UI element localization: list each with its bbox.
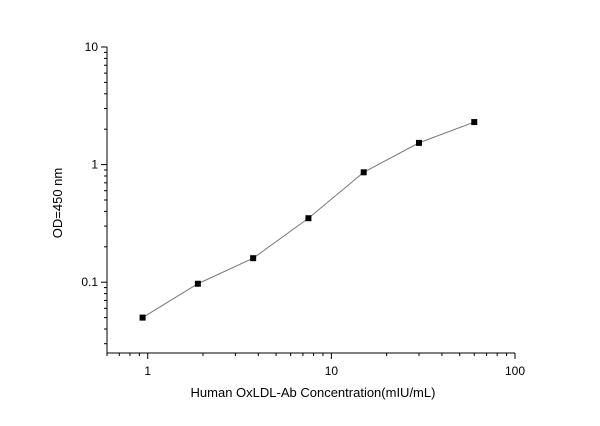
y-axis-title: OD=450 nm: [50, 168, 65, 238]
y-tick-label: 1: [91, 158, 98, 172]
data-point: [415, 139, 422, 146]
x-axis-title: Human OxLDL-Ab Concentration(mIU/mL): [191, 385, 436, 400]
data-point: [250, 255, 257, 262]
x-tick-label: 10: [325, 364, 339, 378]
series: [139, 119, 478, 321]
data-point: [471, 119, 478, 126]
y-tick-label: 10: [85, 40, 99, 54]
data-point: [194, 280, 201, 287]
y-tick-label: 0.1: [81, 275, 98, 289]
data-point: [139, 314, 146, 321]
x-tick-label: 1: [144, 364, 151, 378]
data-point: [305, 215, 312, 222]
axes: 1 10 100 0.1 1 10: [81, 40, 525, 378]
data-point: [360, 169, 367, 176]
x-tick-label: 100: [505, 364, 525, 378]
